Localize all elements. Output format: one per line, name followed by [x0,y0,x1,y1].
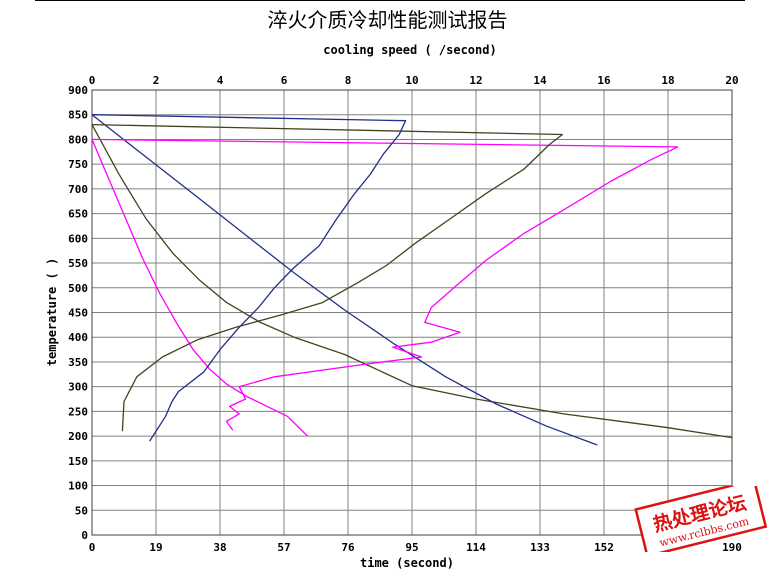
bottom-tick-label: 114 [466,541,486,554]
y-tick-label: 800 [68,133,88,146]
bottom-tick-label: 76 [341,541,355,554]
top-tick-label: 12 [469,74,482,87]
cooling-rate-line-5 [91,114,407,442]
y-tick-label: 400 [68,331,88,344]
y-tick-label: 850 [68,109,88,122]
top-tick-label: 18 [661,74,674,87]
grid [91,89,733,536]
tick-layer: 0501001502002503003504004505005506006507… [68,74,742,554]
y-tick-label: 900 [68,84,88,97]
top-tick-label: 14 [533,74,547,87]
cooling-rate-line-3 [91,138,679,431]
top-tick-label: 2 [153,74,160,87]
top-tick-label: 0 [89,74,96,87]
chart-title: 淬火介质冷却性能测试报告 [267,8,508,32]
y-tick-label: 150 [68,455,88,468]
y-tick-label: 700 [68,183,88,196]
top-axis-label: cooling speed ( /second) [323,43,497,57]
y-tick-label: 300 [68,381,88,394]
watermark-stamp: 热处理论坛 www.rclbbs.com [634,486,768,552]
bottom-tick-label: 190 [722,541,742,554]
y-tick-label: 600 [68,232,88,245]
bottom-tick-label: 38 [213,541,226,554]
y-tick-label: 250 [68,405,88,418]
cooling-rate-line-4 [91,123,564,432]
y-tick-label: 200 [68,430,88,443]
bottom-tick-label: 95 [405,541,418,554]
bottom-tick-label: 0 [89,541,96,554]
y-tick-label: 50 [75,504,88,517]
y-tick-label: 550 [68,257,88,270]
top-rule [35,0,745,1]
y-tick-label: 500 [68,282,88,295]
cooling-curve-line-0 [91,139,309,437]
y-tick-label: 350 [68,356,88,369]
bottom-tick-label: 19 [149,541,162,554]
y-tick-label: 650 [68,208,88,221]
y-tick-label: 100 [68,480,88,493]
y-tick-label: 750 [68,158,88,171]
top-tick-label: 16 [597,74,611,87]
top-tick-label: 8 [345,74,352,87]
bottom-tick-label: 152 [594,541,614,554]
y-tick-label: 0 [81,529,88,542]
cooling-curve-line-2 [91,114,598,446]
cooling-curve-line-1 [91,124,733,439]
y-tick-label: 450 [68,307,88,320]
bottom-tick-label: 57 [277,541,290,554]
top-tick-label: 10 [405,74,418,87]
plot-border [91,89,733,536]
bottom-tick-label: 133 [530,541,550,554]
top-tick-label: 4 [217,74,224,87]
series-layer [91,114,733,446]
top-tick-label: 20 [725,74,738,87]
top-tick-label: 6 [281,74,288,87]
